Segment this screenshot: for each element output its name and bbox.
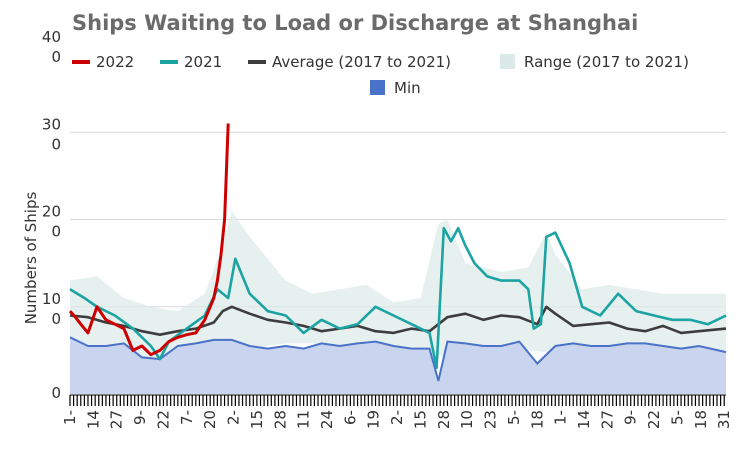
- x-tick-label: 27: [598, 410, 616, 429]
- x-tick-label: 22: [155, 410, 173, 429]
- plot-area: [68, 123, 727, 394]
- legend-swatch: [500, 54, 515, 69]
- y-tick-text: 20: [42, 203, 61, 221]
- x-tick-label: 27: [108, 410, 126, 429]
- legend-item-2021: 2021: [160, 53, 222, 71]
- legend-label: Range (2017 to 2021): [524, 53, 689, 71]
- x-tick-label: 14: [575, 410, 593, 429]
- legend-label: Min: [394, 79, 421, 97]
- x-tick-label: 15: [248, 410, 266, 429]
- x-tick-label: 9-: [622, 410, 640, 425]
- x-tick-label: 7-: [178, 410, 196, 425]
- y-tick-label: 200: [42, 203, 61, 241]
- x-tick-label: 14: [84, 410, 102, 429]
- x-axis-ticks: [69, 395, 725, 406]
- y-tick-text: 0: [51, 310, 61, 328]
- series-line-2021: [69, 226, 727, 370]
- legend-label: 2021: [184, 53, 222, 71]
- x-tick-label: 28: [271, 410, 289, 429]
- legend-swatch: [370, 80, 385, 95]
- x-tick-label: 2-: [225, 410, 243, 425]
- x-tick-label: 9-: [131, 410, 149, 425]
- legend-item-average-2017-to-2021-: Average (2017 to 2021): [248, 53, 451, 71]
- x-tick-label: 20: [201, 410, 219, 429]
- y-tick-label: 400: [42, 28, 61, 66]
- series-range-band: [70, 210, 726, 361]
- legend-item-range-2017-to-2021-: Range (2017 to 2021): [500, 53, 689, 71]
- y-tick-label: 0: [51, 384, 61, 402]
- y-tick-text: 0: [51, 135, 61, 153]
- y-tick-text: 10: [42, 290, 61, 308]
- x-tick-label: 1-: [61, 410, 79, 425]
- legend-label: Average (2017 to 2021): [272, 53, 451, 71]
- series-min-line: [69, 336, 727, 382]
- x-tick-label: 11: [295, 410, 313, 429]
- series-line-2022: [68, 123, 230, 357]
- series-min-area: [70, 337, 726, 394]
- x-axis: 1- 14 27 9- 22 7- 20 2- 15 28 11 24 6- 19 2- 15 28 10 23 5-…: [61, 394, 733, 429]
- x-tick-label: 22: [645, 410, 663, 429]
- x-tick-label: 5-: [669, 410, 687, 425]
- x-tick-label: 5-: [505, 410, 523, 425]
- chart-title: Ships Waiting to Load or Discharge at Sh…: [72, 11, 638, 35]
- x-tick-label: 18: [692, 410, 710, 429]
- legend-item-min: Min: [370, 79, 421, 97]
- y-axis-label: Numbers of Ships: [22, 192, 40, 325]
- y-tick-text: 0: [51, 48, 61, 66]
- x-tick-label: 24: [318, 410, 336, 429]
- y-tick-label: 100: [42, 290, 61, 328]
- x-tick-label: 19: [365, 410, 383, 429]
- y-tick-text: 40: [42, 28, 61, 46]
- x-tick-label: 6-: [341, 410, 359, 425]
- y-tick-text: 0: [51, 223, 61, 241]
- y-tick-text: 0: [51, 384, 61, 402]
- x-tick-label: 1-: [552, 410, 570, 425]
- legend-label: 2022: [96, 53, 134, 71]
- legend: 2022 2021 Average (2017 to 2021) Range (201…: [72, 53, 689, 97]
- x-tick-label: 28: [435, 410, 453, 429]
- x-tick-label: 31: [715, 410, 733, 429]
- legend-item-2022: 2022: [72, 53, 134, 71]
- x-tick-label: 23: [482, 410, 500, 429]
- x-tick-label: 2-: [388, 410, 406, 425]
- y-tick-label: 300: [42, 115, 61, 153]
- grid: [70, 131, 726, 308]
- x-tick-label: 15: [412, 410, 430, 429]
- x-tick-label: 18: [528, 410, 546, 429]
- y-tick-text: 30: [42, 115, 61, 133]
- x-tick-label: 10: [458, 410, 476, 429]
